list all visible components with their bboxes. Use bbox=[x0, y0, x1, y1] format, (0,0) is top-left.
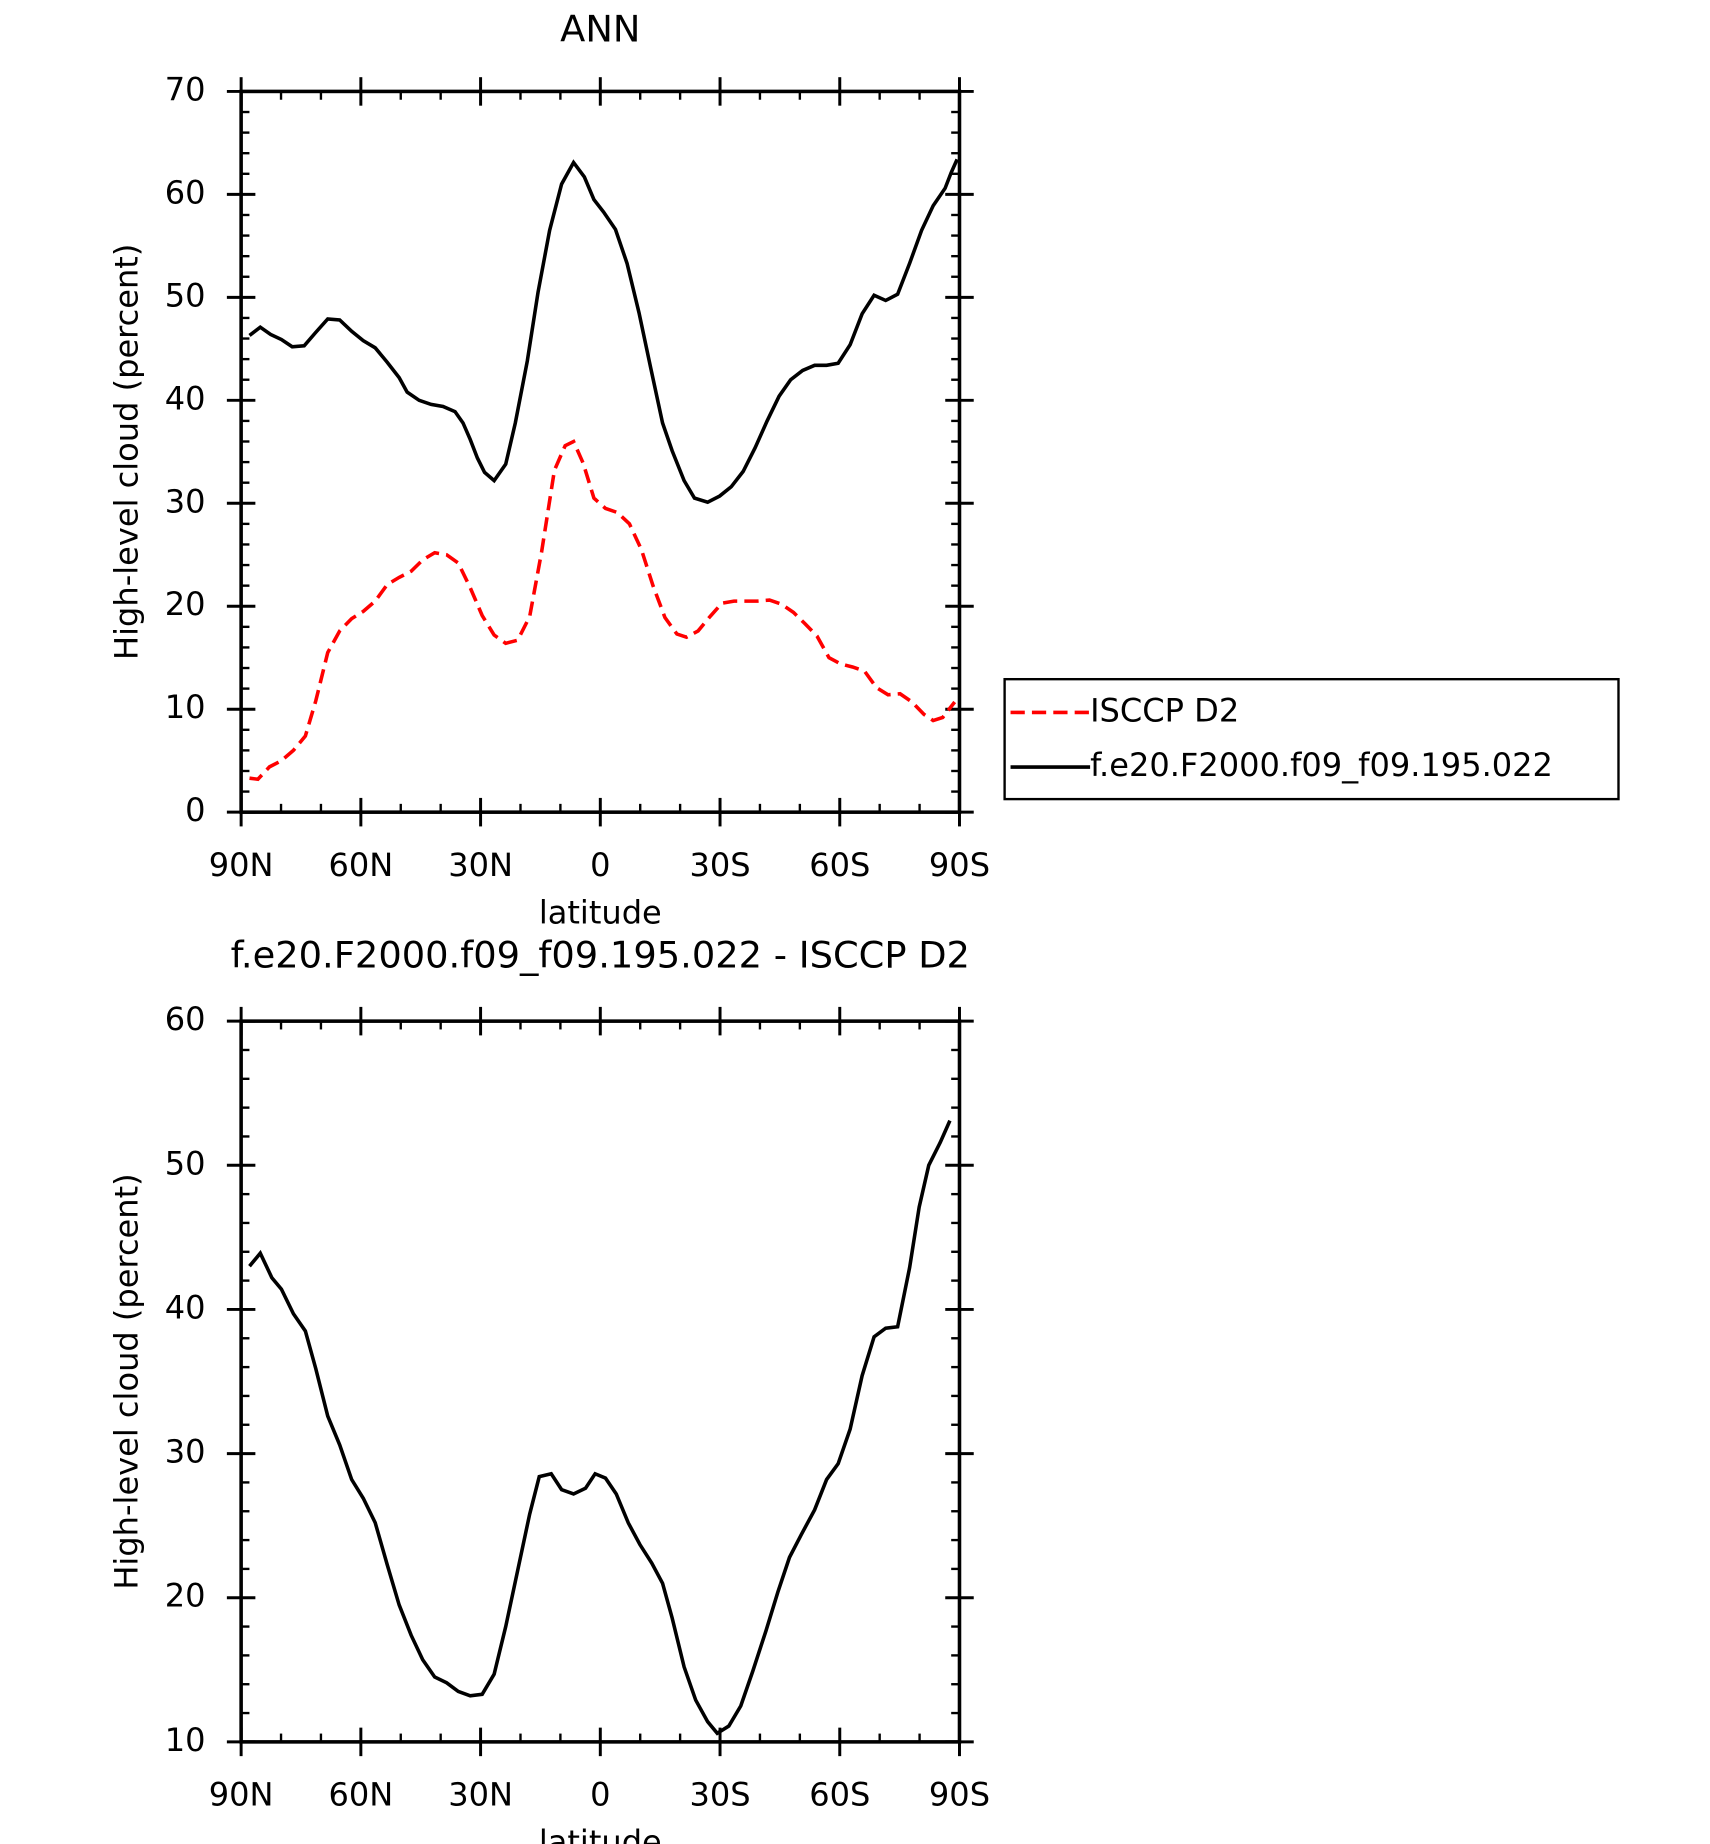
plot-frame bbox=[239, 89, 962, 814]
data-line bbox=[249, 439, 957, 782]
chart-title: f.e20.F2000.f09_f09.195.022 - ISCCP D2 bbox=[231, 934, 970, 977]
x-tick-label: 0 bbox=[590, 1776, 610, 1814]
x-tick-label: 90N bbox=[209, 1776, 274, 1814]
x-tick-label: 90S bbox=[929, 846, 990, 884]
y-tick-label: 30 bbox=[165, 482, 206, 520]
y-tick-label: 50 bbox=[165, 276, 206, 314]
x-tick-label: 90S bbox=[929, 1776, 990, 1814]
x-tick-label: 60S bbox=[809, 1776, 870, 1814]
x-tick-label: 30S bbox=[689, 846, 750, 884]
x-axis-label: latitude bbox=[539, 1823, 662, 1844]
y-tick-label: 40 bbox=[165, 1288, 206, 1326]
y-tick-label: 40 bbox=[165, 379, 206, 417]
y-tick-label: 70 bbox=[165, 70, 206, 108]
y-tick-label: 30 bbox=[165, 1433, 206, 1471]
x-tick-label: 60N bbox=[328, 1776, 393, 1814]
data-line bbox=[248, 158, 959, 505]
data-line bbox=[248, 1119, 952, 1736]
y-tick-label: 60 bbox=[165, 1000, 206, 1038]
y-tick-label: 20 bbox=[165, 585, 206, 623]
y-axis-label: High-level cloud (percent) bbox=[107, 1173, 145, 1589]
legend-label: f.e20.F2000.f09_f09.195.022 bbox=[1090, 746, 1553, 784]
legend-label: ISCCP D2 bbox=[1090, 691, 1239, 729]
x-tick-label: 30S bbox=[689, 1776, 750, 1814]
x-tick-label: 90N bbox=[209, 846, 274, 884]
x-tick-label: 30N bbox=[448, 846, 513, 884]
y-tick-label: 50 bbox=[165, 1144, 206, 1182]
y-axis-label: High-level cloud (percent) bbox=[107, 244, 145, 660]
plot-frame bbox=[239, 1019, 962, 1744]
y-tick-label: 60 bbox=[165, 173, 206, 211]
x-axis-label: latitude bbox=[539, 893, 662, 931]
x-tick-label: 60S bbox=[809, 846, 870, 884]
x-tick-label: 30N bbox=[448, 1776, 513, 1814]
y-tick-label: 10 bbox=[165, 1721, 206, 1759]
x-tick-label: 0 bbox=[590, 846, 610, 884]
chart-title: ANN bbox=[560, 7, 640, 50]
legend-box bbox=[1003, 677, 1620, 801]
y-tick-label: 10 bbox=[165, 688, 206, 726]
y-tick-label: 20 bbox=[165, 1577, 206, 1615]
y-tick-label: 0 bbox=[185, 791, 205, 829]
x-tick-label: 60N bbox=[328, 846, 393, 884]
